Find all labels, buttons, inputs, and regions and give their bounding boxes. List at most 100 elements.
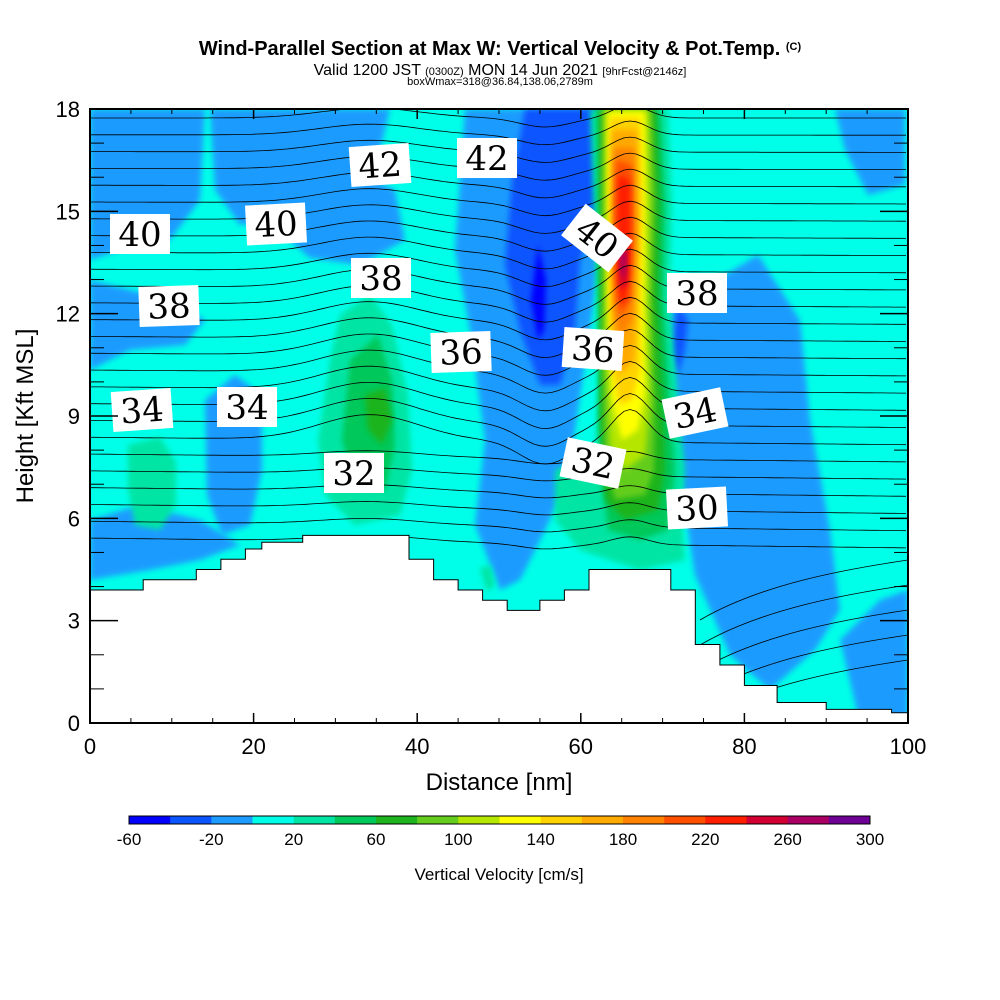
contour-label-text: 32 bbox=[567, 440, 618, 488]
contour-label: 32 bbox=[324, 453, 384, 494]
isentrope-line bbox=[90, 328, 906, 376]
isentrope-line bbox=[90, 120, 906, 146]
contour-label: 40 bbox=[244, 202, 308, 246]
x-tick-label: 80 bbox=[732, 734, 756, 759]
contour-label: 34 bbox=[661, 387, 729, 439]
contour-label-box bbox=[217, 387, 277, 427]
colorbar-tick-label: 100 bbox=[444, 830, 472, 849]
contour-label-text: 38 bbox=[675, 274, 718, 314]
field-core-260 bbox=[620, 250, 626, 276]
isentrope-line bbox=[90, 312, 906, 359]
isentrope-line bbox=[90, 409, 907, 465]
contour-label: 34 bbox=[110, 387, 174, 433]
chart-title-text: Wind-Parallel Section at Max W: Vertical… bbox=[198, 38, 781, 60]
isentrope-line bbox=[90, 168, 906, 199]
contour-label-box bbox=[324, 453, 384, 493]
contour-label-box bbox=[457, 138, 517, 178]
contour-label: 32 bbox=[559, 437, 627, 489]
isentrope-line bbox=[90, 484, 907, 499]
isentrope-line bbox=[90, 200, 906, 234]
contour-label-text: 42 bbox=[357, 145, 403, 188]
field-ascent-center-3 bbox=[365, 388, 392, 445]
valid-date: MON 14 Jun 2021 bbox=[468, 62, 598, 79]
contour-label: 38 bbox=[667, 273, 727, 314]
chart-subtitle: Valid 1200 JST (0300Z) MON 14 Jun 2021 [… bbox=[0, 62, 1000, 80]
contour-label-text: 36 bbox=[570, 329, 616, 372]
isentrope-line bbox=[90, 518, 907, 533]
isentrope-line bbox=[90, 280, 906, 323]
y-tick-label: 3 bbox=[68, 609, 80, 634]
isentrope-line bbox=[90, 232, 907, 270]
y-tick-label: 15 bbox=[56, 199, 80, 224]
isentrope-line bbox=[699, 559, 908, 621]
contour-label-box bbox=[110, 387, 174, 433]
field-descent-right bbox=[668, 255, 840, 690]
colorbar-swatch bbox=[293, 816, 336, 824]
colorbar-tick-label: 60 bbox=[367, 830, 386, 849]
x-tick-label: 20 bbox=[241, 734, 265, 759]
colorbar-tick-label: 300 bbox=[856, 830, 884, 849]
colorbar-swatch bbox=[499, 816, 541, 824]
field-descent-slope bbox=[90, 505, 240, 580]
contour-label: 42 bbox=[457, 138, 517, 179]
contour-label-text: 40 bbox=[118, 215, 161, 255]
y-tick-label: 6 bbox=[68, 506, 80, 531]
y-tick-label: 18 bbox=[56, 97, 80, 122]
contour-label-text: 30 bbox=[674, 488, 719, 530]
isentrope-line bbox=[699, 609, 908, 671]
contour-label-box bbox=[667, 273, 727, 313]
box-info: boxWmax=318@36.84,138.06,2789m bbox=[407, 76, 593, 88]
colorbar-swatch bbox=[787, 816, 830, 824]
contour-label-text: 38 bbox=[359, 259, 402, 299]
contour-label: 40 bbox=[110, 214, 170, 255]
contour-label: 42 bbox=[348, 142, 412, 188]
x-axis-label: Distance [nm] bbox=[426, 769, 573, 796]
contour-label-box bbox=[559, 437, 627, 489]
contour-label-text: 34 bbox=[225, 388, 268, 428]
contour-label-box bbox=[430, 330, 492, 374]
colorbar-swatch bbox=[705, 816, 747, 824]
colorbar-swatch bbox=[170, 816, 212, 824]
field-descent-right-low bbox=[840, 590, 908, 723]
colorbar-tick-label: 220 bbox=[691, 830, 719, 849]
isentrope-line bbox=[90, 535, 907, 550]
colorbar-swatch bbox=[334, 816, 377, 824]
chart-title: Wind-Parallel Section at Max W: Vertical… bbox=[0, 38, 1000, 61]
isentrope-line bbox=[90, 109, 906, 128]
colorbar-tick-label: 180 bbox=[609, 830, 637, 849]
y-tick-label: 0 bbox=[68, 711, 80, 736]
colorbar-tick-label: -20 bbox=[199, 830, 224, 849]
contour-label: 38 bbox=[351, 258, 411, 299]
x-tick-label: 60 bbox=[569, 734, 593, 759]
contour-label: 30 bbox=[665, 486, 729, 530]
isentrope-line bbox=[90, 344, 906, 394]
colorbar-swatch bbox=[252, 816, 294, 824]
colorbar-swatch bbox=[129, 816, 171, 824]
isentrope-line bbox=[90, 467, 907, 482]
colorbar-swatch bbox=[417, 816, 459, 824]
contour-label-text: 34 bbox=[119, 390, 165, 433]
field-descent-top-mid bbox=[210, 109, 390, 225]
contour-label-box bbox=[661, 387, 729, 439]
isentrope-line bbox=[90, 296, 906, 341]
colorbar-tick-label: -60 bbox=[117, 830, 142, 849]
isentrope-line bbox=[90, 216, 907, 252]
colorbar: -60 -20 20 60 100 140 180 220 260 300 bbox=[117, 815, 884, 849]
copyright-mark: (C) bbox=[785, 41, 802, 53]
field-ascent-small bbox=[480, 565, 495, 592]
colorbar-swatch bbox=[581, 816, 624, 824]
x-tick-label: 40 bbox=[405, 734, 429, 759]
colorbar-frame bbox=[128, 815, 871, 825]
contour-label-text: 40 bbox=[253, 204, 298, 246]
colorbar-label: Vertical Velocity [cm/s] bbox=[414, 865, 583, 884]
isentrope-line bbox=[90, 184, 906, 217]
colorbar-swatch bbox=[828, 816, 871, 824]
colorbar-swatch bbox=[376, 816, 418, 824]
contour-label-text: 38 bbox=[147, 286, 192, 327]
isentrope-line bbox=[699, 584, 908, 646]
contour-label-text: 42 bbox=[465, 139, 508, 179]
isentrope-line bbox=[90, 264, 906, 305]
